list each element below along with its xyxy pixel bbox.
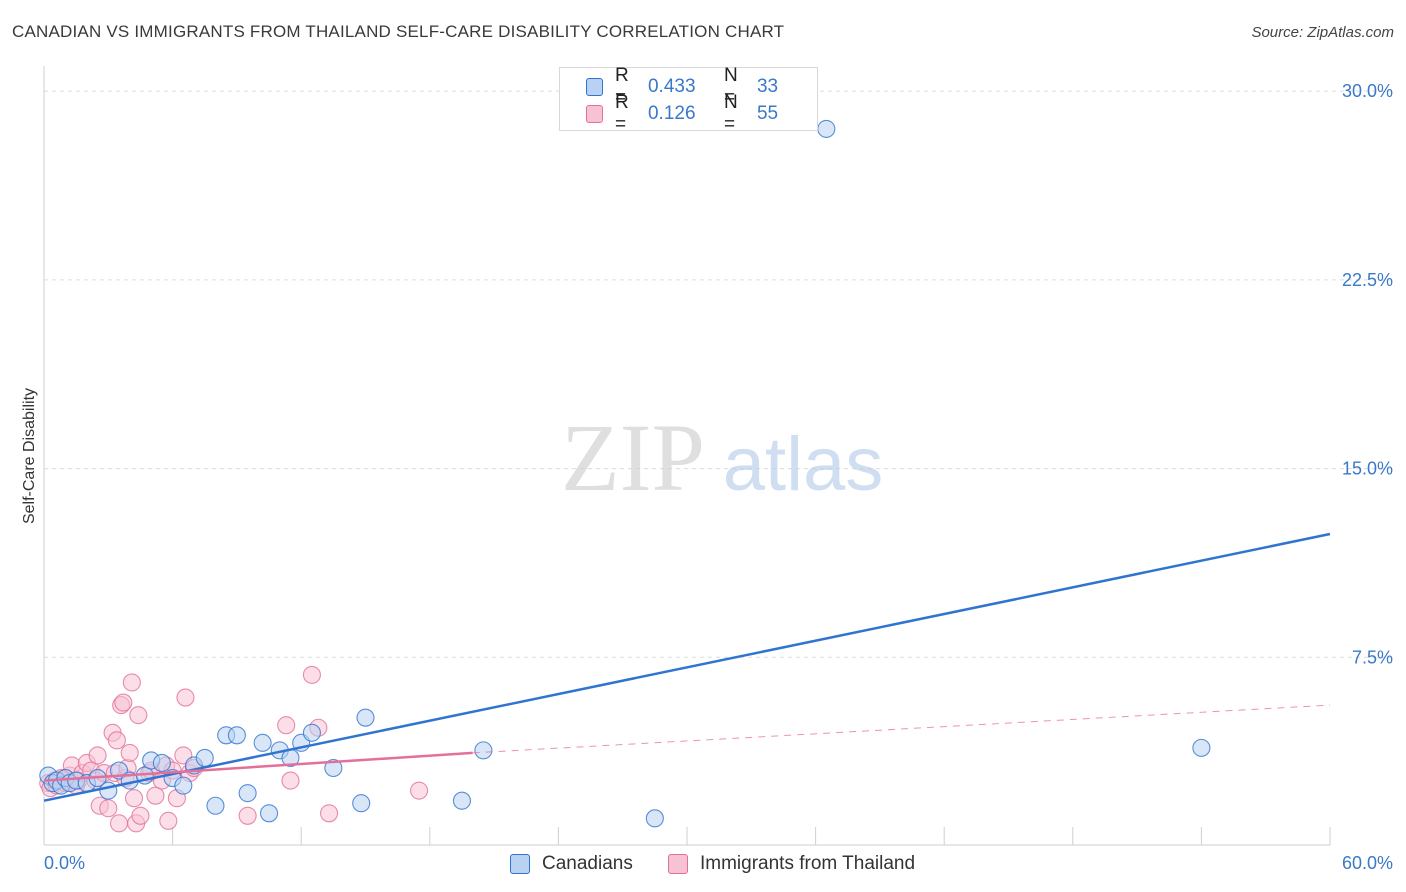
y-tick-label: 22.5% — [1342, 270, 1393, 290]
thailand-point — [277, 716, 296, 735]
thailand-point — [122, 673, 141, 692]
canadians-point — [259, 804, 279, 823]
thailand-point — [302, 665, 321, 684]
canadians-legend-label: Canadians — [542, 853, 633, 874]
thailand-trendline — [472, 704, 1331, 754]
thailand-point — [99, 799, 118, 818]
thailand-point — [159, 811, 178, 830]
thailand-point — [120, 743, 139, 762]
thailand-point — [146, 786, 165, 805]
legend-r-value: 0.433 — [647, 76, 696, 97]
thailand-legend-label: Immigrants from Thailand — [700, 853, 916, 874]
series-legend-thailand: Immigrants from Thailand — [668, 852, 915, 876]
thailand-point — [320, 804, 339, 823]
thailand-point — [131, 806, 150, 825]
legend-r-label: R = — [614, 65, 629, 108]
canadians-point — [253, 733, 272, 752]
canadians-point — [195, 748, 214, 767]
legend-r-value: 0.126 — [647, 103, 696, 124]
canadians-point — [645, 809, 664, 828]
canadians-trendline — [43, 532, 1331, 802]
watermark: ZIP atlas — [561, 404, 883, 511]
x-tick-label: 0.0% — [44, 853, 85, 873]
thailand-swatch — [668, 854, 688, 874]
canadians-point — [324, 758, 343, 778]
thailand-point — [281, 771, 300, 790]
canadians-point — [174, 776, 193, 795]
legend-n-value: 55 — [756, 103, 779, 124]
series-legend-canadians: Canadians — [510, 852, 633, 876]
thailand-point — [176, 688, 195, 707]
canadians-point — [474, 741, 493, 760]
legend-n-value: 33 — [756, 76, 779, 97]
thailand-point — [109, 814, 129, 833]
legend-row-canadians: R = 0.433 N = 33 — [586, 65, 817, 108]
canadians-point — [99, 781, 118, 800]
legend-n-label: N = — [723, 65, 738, 108]
canadians-point — [352, 794, 371, 813]
thailand-trendline — [43, 751, 473, 782]
legend-r-label: R = — [614, 92, 629, 135]
thailand-point — [124, 789, 144, 808]
watermark-zip: ZIP — [561, 404, 705, 511]
canadians-point — [302, 723, 321, 742]
canadians-swatch — [510, 854, 530, 874]
chart-title: CANADIAN VS IMMIGRANTS FROM THAILAND SEL… — [12, 22, 785, 41]
canadians-point — [238, 784, 257, 803]
canadians-point — [227, 726, 246, 745]
canadians-point — [452, 791, 472, 810]
thailand-point — [88, 746, 107, 765]
y-tick-label: 7.5% — [1352, 647, 1393, 667]
y-tick-label: 30.0% — [1342, 81, 1393, 101]
thailand-point — [114, 693, 133, 712]
thailand-point — [129, 706, 148, 725]
canadians-point — [817, 119, 836, 138]
thailand-point — [410, 781, 429, 800]
thailand-point — [107, 731, 126, 750]
canadians-point — [356, 708, 375, 727]
thailand-point — [238, 806, 257, 825]
canadians-point — [206, 796, 225, 815]
canadians-point — [152, 753, 171, 773]
y-tick-label: 15.0% — [1342, 459, 1393, 479]
legend-swatch-thailand — [586, 105, 603, 123]
watermark-atlas: atlas — [723, 422, 884, 507]
correlation-legend: R = 0.433 N = 33 R = 0.126 N = 55 — [559, 65, 818, 135]
source-label: Source: ZipAtlas.com — [1251, 24, 1394, 41]
legend-row-thailand: R = 0.126 N = 55 — [586, 92, 817, 135]
canadians-point — [1192, 738, 1211, 757]
x-tick-label: 60.0% — [1342, 853, 1393, 873]
legend-swatch-canadians — [586, 78, 603, 96]
legend-n-label: N = — [723, 92, 738, 135]
